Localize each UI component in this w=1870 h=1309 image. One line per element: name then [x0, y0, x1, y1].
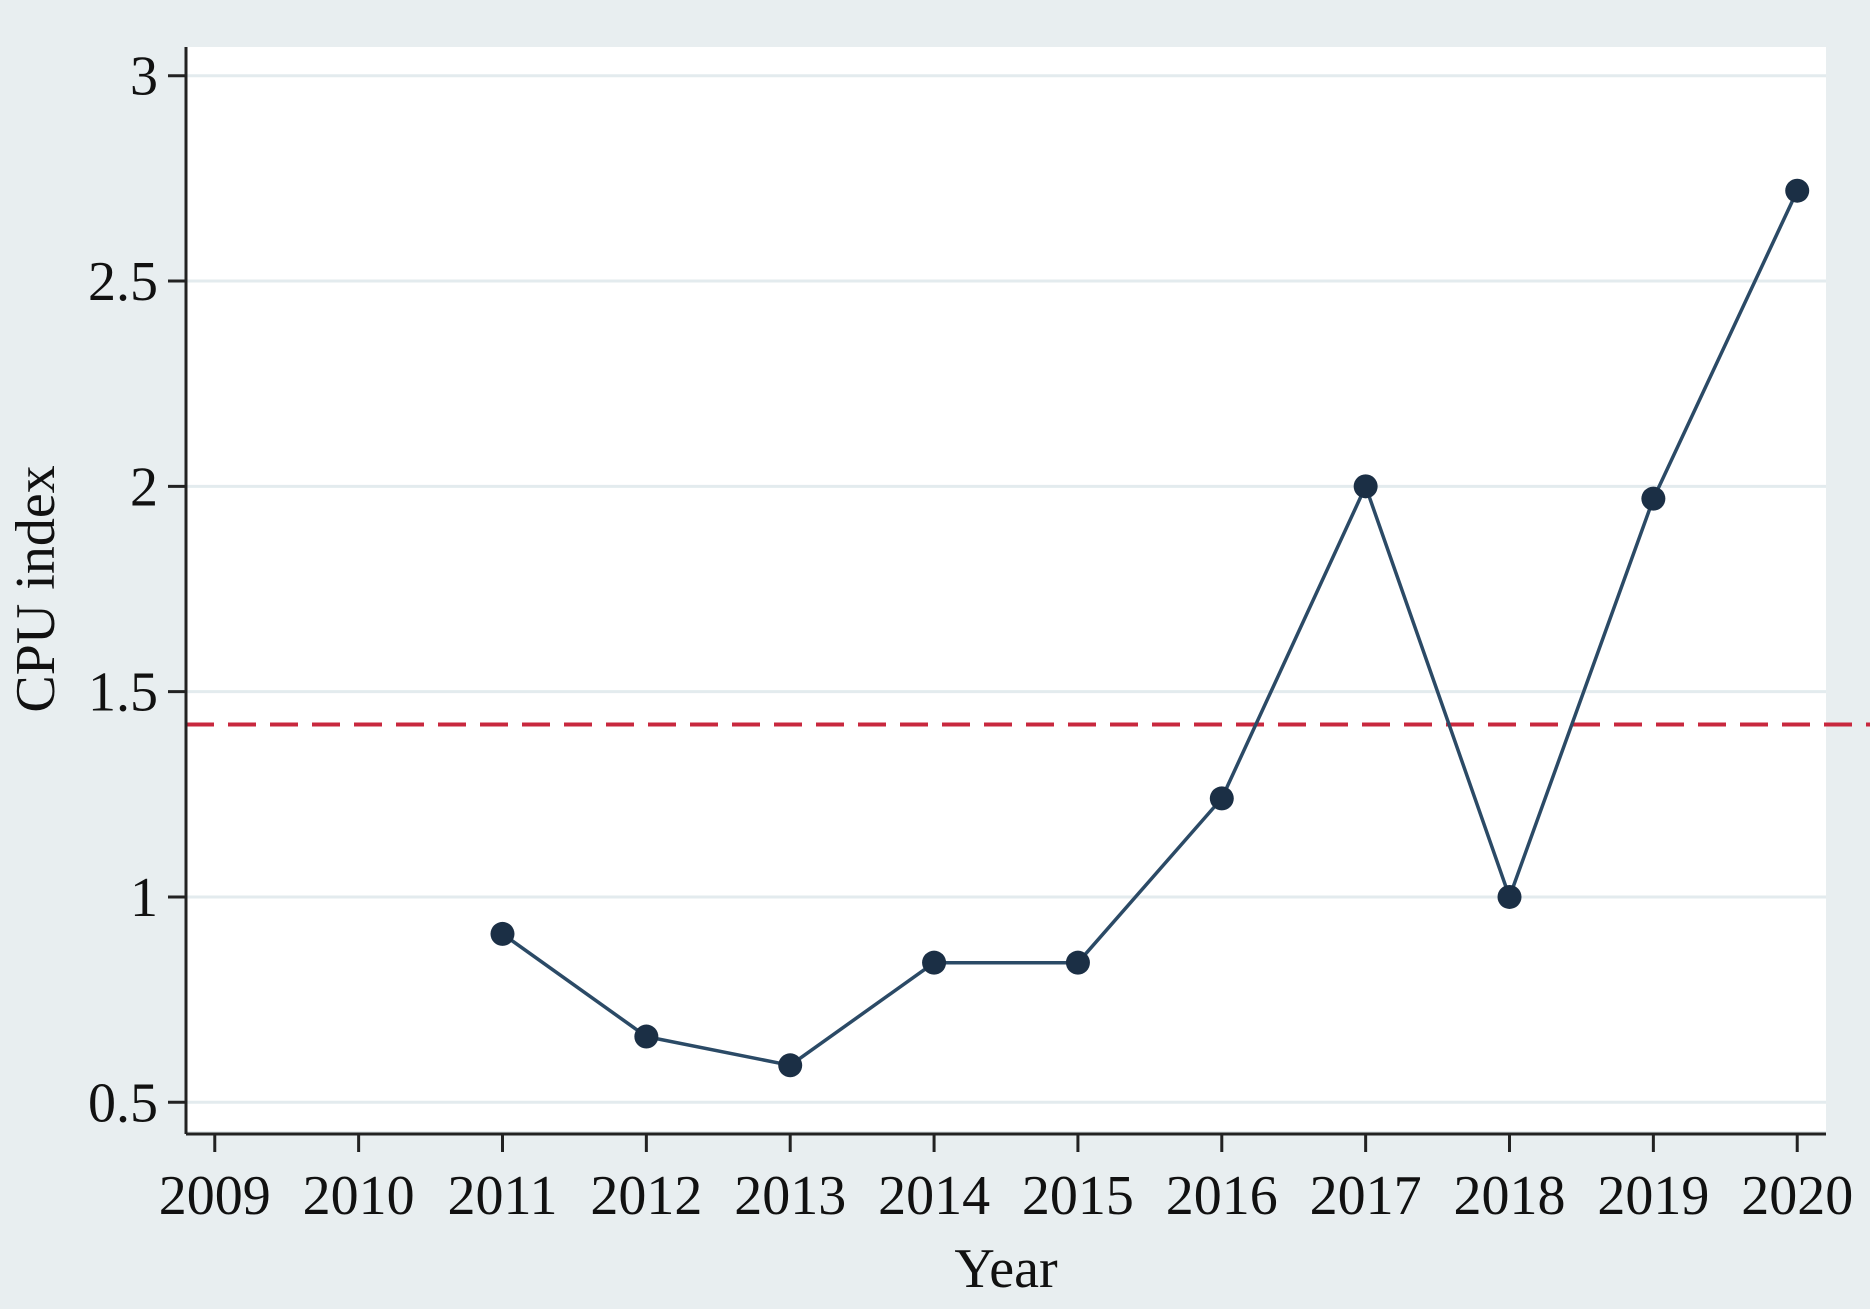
x-axis-title: Year [954, 1238, 1058, 1300]
x-tick-label: 2018 [1454, 1165, 1566, 1227]
series-layer [490, 178, 1810, 1078]
x-tick-label: 2015 [1022, 1165, 1134, 1227]
data-point [490, 921, 515, 946]
data-point [1497, 884, 1522, 909]
y-tick-label: 3 [130, 46, 158, 108]
tick-labels: 0.5 1 1.5 2 2.5 3 2009 2010 2011 2012 2013 2014 2015… [88, 46, 1853, 1227]
data-point [922, 950, 947, 975]
data-point [1353, 474, 1378, 499]
plot-area [186, 47, 1826, 1131]
gridlines [186, 74, 1826, 1104]
data-point [1065, 950, 1090, 975]
data-point [778, 1053, 803, 1078]
y-axis-title: CPU index [5, 465, 67, 712]
y-tick-label: 0.5 [88, 1072, 158, 1134]
x-tick-label: 2011 [448, 1165, 558, 1227]
x-tick-label: 2017 [1310, 1165, 1422, 1227]
y-tick-label: 1 [130, 867, 158, 929]
x-tick-label: 2014 [878, 1165, 990, 1227]
data-point [1785, 178, 1810, 203]
data-point [1641, 486, 1666, 511]
x-tick-label: 2020 [1741, 1165, 1853, 1227]
y-tick-label: 1.5 [88, 662, 158, 724]
x-tick-label: 2012 [590, 1165, 702, 1227]
data-point [634, 1024, 659, 1049]
x-tick-label: 2019 [1597, 1165, 1709, 1227]
x-tick-label: 2009 [159, 1165, 271, 1227]
y-tick-label: 2 [130, 456, 158, 518]
series-line [501, 189, 1799, 1068]
x-tick-label: 2010 [303, 1165, 415, 1227]
data-point [1209, 786, 1234, 811]
y-tick-label: 2.5 [88, 251, 158, 313]
x-tick-label: 2013 [734, 1165, 846, 1227]
axes [168, 47, 1826, 1152]
x-tick-label: 2016 [1166, 1165, 1278, 1227]
